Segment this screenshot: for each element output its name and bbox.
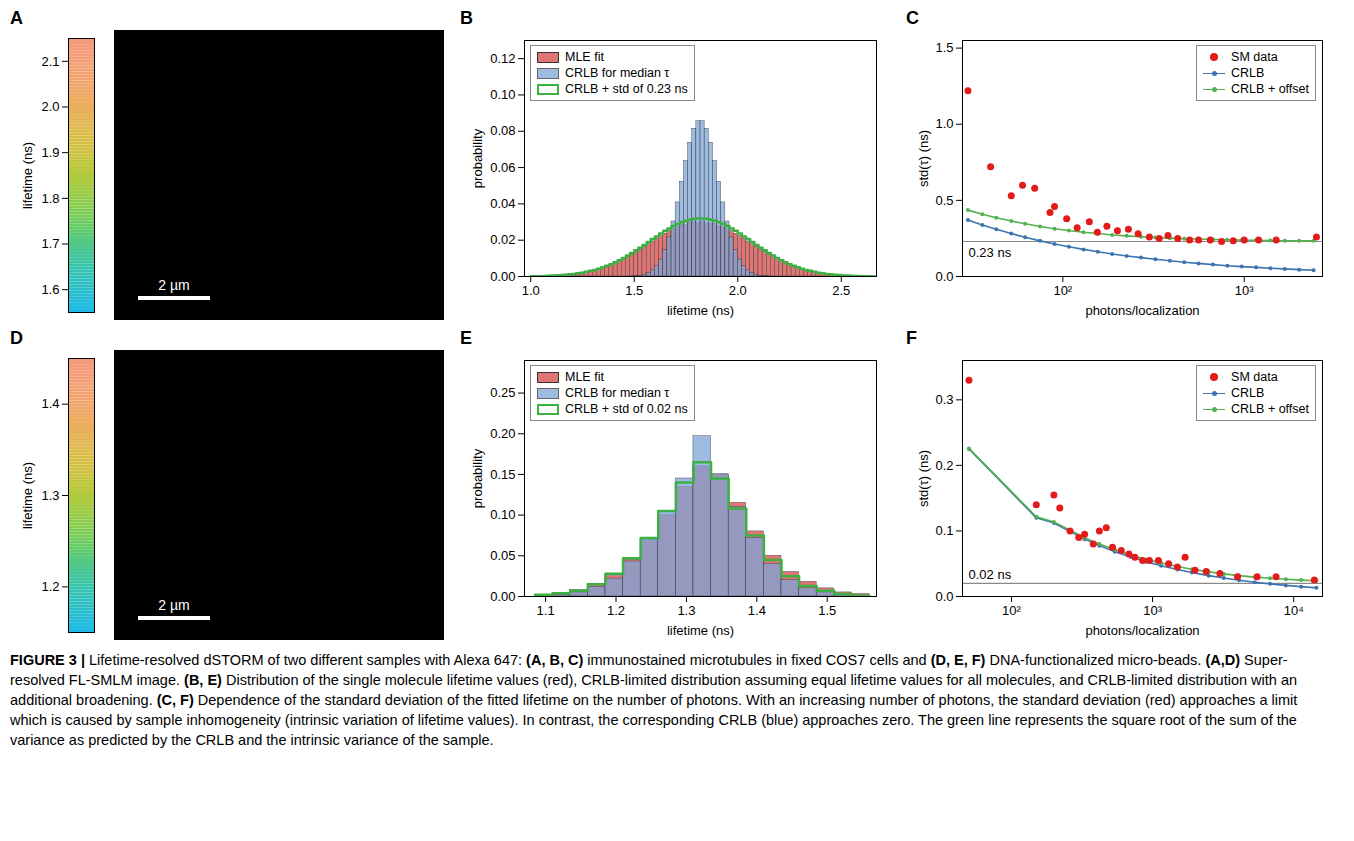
svg-text:0.2: 0.2 [935,458,953,473]
svg-text:0.12: 0.12 [490,51,515,66]
svg-text:0.15: 0.15 [490,467,515,482]
svg-text:0.04: 0.04 [490,196,515,211]
svg-text:0.08: 0.08 [490,123,515,138]
html-text:FIGURE 3 | Lifetime-resolved d: FIGURE 3 | Lifetime-resolved dSTORM of t… [10,652,1298,748]
svg-text:std(τ) (ns): std(τ) (ns) [916,130,931,187]
svg-text:2.0: 2.0 [41,99,59,114]
svg-text:probability: probability [470,448,485,508]
svg-text:1.4: 1.4 [41,396,59,411]
html-text:F: F [906,328,917,348]
svg-text:10³: 10³ [1235,283,1254,298]
svg-text:0.5: 0.5 [935,193,953,208]
svg-text:lifetime (ns): lifetime (ns) [667,623,734,638]
svg-text:1.0: 1.0 [522,283,540,298]
svg-text:0.0: 0.0 [935,589,953,604]
svg-text:0.25: 0.25 [490,385,515,400]
svg-text:1.9: 1.9 [41,145,59,160]
svg-text:photons/localization: photons/localization [1085,303,1199,318]
svg-text:0.1: 0.1 [935,523,953,538]
html-text:D: D [10,328,23,348]
html-text:MLE fit: MLE fit [565,50,604,64]
html-text:CRLB: CRLB [1231,386,1265,400]
svg-text:10⁴: 10⁴ [1284,603,1304,618]
svg-text:0.20: 0.20 [490,426,515,441]
svg-text:1.3: 1.3 [677,603,695,618]
svg-text:0.3: 0.3 [935,392,953,407]
svg-text:2.1: 2.1 [41,53,59,68]
svg-text:probability: probability [470,128,485,188]
html-text:CRLB + std of 0.23 ns: CRLB + std of 0.23 ns [565,82,688,96]
svg-text:1.8: 1.8 [41,190,59,205]
svg-text:10³: 10³ [1143,603,1162,618]
html-text:MLE fit: MLE fit [565,370,604,384]
svg-text:1.0: 1.0 [935,116,953,131]
html-text:A: A [10,8,23,28]
html-text:CRLB for median τ: CRLB for median τ [565,66,670,80]
svg-text:0.23 ns: 0.23 ns [969,245,1012,260]
html-text:SM data: SM data [1231,50,1278,64]
html-text:2 µm: 2 µm [158,277,190,293]
svg-text:lifetime (ns): lifetime (ns) [20,462,35,529]
html-text:B: B [460,8,473,28]
svg-text:1.3: 1.3 [41,488,59,503]
svg-text:10²: 10² [1002,603,1021,618]
svg-text:lifetime (ns): lifetime (ns) [20,142,35,209]
svg-text:photons/localization: photons/localization [1085,623,1199,638]
html-text:2 µm: 2 µm [158,597,190,613]
svg-text:1.4: 1.4 [748,603,766,618]
svg-text:1.2: 1.2 [41,579,59,594]
svg-text:0.00: 0.00 [490,269,515,284]
svg-text:1.6: 1.6 [41,282,59,297]
svg-text:0.00: 0.00 [490,589,515,604]
html-text:E: E [460,328,472,348]
svg-text:0.06: 0.06 [490,160,515,175]
svg-text:0.0: 0.0 [935,269,953,284]
svg-text:0.10: 0.10 [490,87,515,102]
svg-text:1.2: 1.2 [607,603,625,618]
svg-text:2.0: 2.0 [729,283,747,298]
svg-text:1.5: 1.5 [625,283,643,298]
svg-text:0.02: 0.02 [490,232,515,247]
svg-text:10²: 10² [1053,283,1072,298]
svg-text:0.10: 0.10 [490,507,515,522]
svg-text:2.5: 2.5 [832,283,850,298]
svg-text:1.7: 1.7 [41,236,59,251]
svg-text:1.5: 1.5 [935,40,953,55]
html-text:SM data: SM data [1231,370,1278,384]
svg-text:0.02 ns: 0.02 ns [969,567,1012,582]
html-text:CRLB + offset: CRLB + offset [1231,82,1309,96]
html-text:CRLB for median τ: CRLB for median τ [565,386,670,400]
svg-text:1.1: 1.1 [537,603,555,618]
svg-text:lifetime (ns): lifetime (ns) [667,303,734,318]
svg-text:std(τ) (ns): std(τ) (ns) [916,450,931,507]
svg-text:1.5: 1.5 [818,603,836,618]
html-text:CRLB + offset: CRLB + offset [1231,402,1309,416]
svg-text:0.05: 0.05 [490,548,515,563]
html-text:CRLB: CRLB [1231,66,1265,80]
html-text:CRLB + std of 0.02 ns: CRLB + std of 0.02 ns [565,402,688,416]
html-text:C: C [906,8,919,28]
